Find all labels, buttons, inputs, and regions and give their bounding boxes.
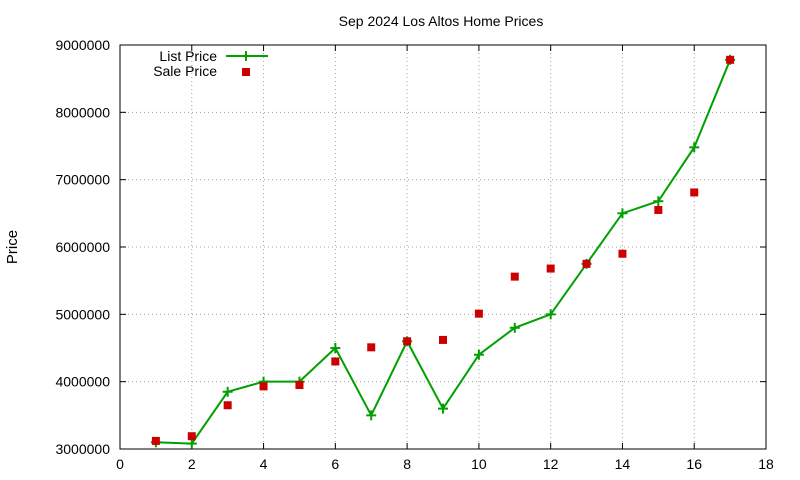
- sale-price-point: [690, 188, 699, 197]
- sale-price-point: [223, 401, 232, 410]
- legend-marker-sale-price: [242, 68, 250, 76]
- y-tick-label: 9000000: [55, 37, 110, 53]
- list-price-point: [366, 410, 377, 421]
- sale-price-point: [295, 381, 304, 390]
- y-axis-label: Price: [4, 230, 21, 264]
- x-tick-label: 16: [686, 456, 702, 472]
- legend-marker-list-price: [241, 51, 251, 61]
- x-tick-label: 18: [758, 456, 774, 472]
- sale-price-point: [403, 337, 412, 346]
- x-tick-label: 12: [543, 456, 559, 472]
- x-tick-label: 2: [188, 456, 196, 472]
- list-price-point: [653, 196, 664, 207]
- sale-price-point: [474, 309, 483, 318]
- x-tick-label: 0: [116, 456, 124, 472]
- sale-price-point: [367, 343, 376, 352]
- list-price-point: [689, 142, 700, 153]
- y-tick-label: 8000000: [55, 104, 110, 120]
- y-tick-label: 4000000: [55, 374, 110, 390]
- x-tick-label: 10: [471, 456, 487, 472]
- list-price-point: [617, 208, 628, 219]
- y-tick-label: 6000000: [55, 239, 110, 255]
- sale-price-point: [151, 436, 160, 445]
- sale-price-point: [546, 264, 555, 273]
- legend-label-sale-price: Sale Price: [153, 63, 217, 79]
- sale-price-point: [726, 55, 735, 64]
- list-price-line: [155, 59, 732, 445]
- sale-price-point: [187, 432, 196, 441]
- list-price-point: [545, 309, 556, 320]
- list-price-point: [438, 403, 448, 414]
- sale-price-point: [439, 335, 447, 344]
- list-price-point: [509, 322, 520, 333]
- list-price-point: [222, 386, 233, 397]
- sale-price-point: [510, 272, 519, 281]
- sale-price-point: [618, 249, 627, 258]
- x-tick-label: 8: [403, 456, 411, 472]
- y-tick-label: 5000000: [55, 306, 110, 322]
- sale-price-point: [582, 259, 591, 268]
- sale-price-point: [654, 205, 663, 214]
- list-price-point: [473, 349, 484, 360]
- x-tick-label: 6: [331, 456, 339, 472]
- x-tick-label: 4: [260, 456, 268, 472]
- data-layer: [150, 54, 736, 449]
- y-tick-label: 7000000: [55, 172, 110, 188]
- ticks-layer: 0 2 4 6 8 10 12 14 16 18 3000000 4000000 5000000 6000…: [55, 37, 774, 472]
- x-tick-label: 14: [615, 456, 631, 472]
- grid-layer: [120, 45, 766, 449]
- chart-title: Sep 2024 Los Altos Home Prices: [339, 13, 544, 29]
- legend-label-list-price: List Price: [159, 48, 217, 64]
- sale-price-point: [259, 382, 268, 391]
- list-price-point: [186, 438, 197, 449]
- sale-price-point: [331, 357, 340, 366]
- legend: List Price Sale Price: [153, 48, 268, 79]
- y-tick-label: 3000000: [55, 441, 110, 457]
- list-price-point: [330, 343, 341, 353]
